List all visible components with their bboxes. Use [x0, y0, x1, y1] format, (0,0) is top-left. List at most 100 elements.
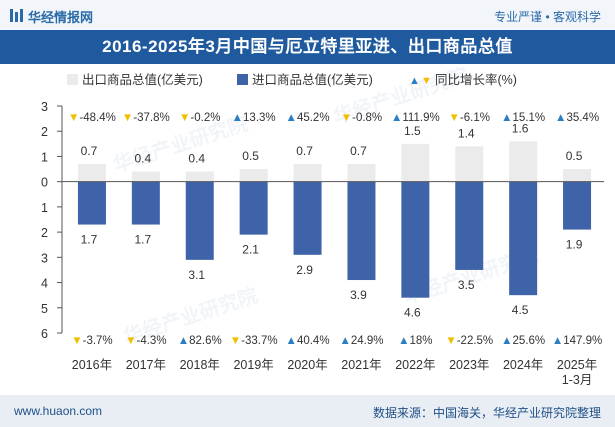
legend-export-label: 出口商品总值(亿美元): [82, 72, 203, 87]
up-arrow-icon: ▲: [501, 112, 512, 124]
footer: www.huaon.com 数据来源：中国海关，华经产业研究院整理: [0, 395, 615, 427]
export-growth-label: ▲111.9%: [391, 112, 440, 124]
export-value-label: 0.7: [296, 144, 313, 158]
x-tick-label-line: 2023年: [449, 358, 489, 372]
import-growth-label: ▼-22.5%: [445, 335, 493, 347]
growth-value: -22.5%: [457, 335, 493, 347]
import-value-label: 3.1: [188, 268, 205, 282]
x-tick-label-line: 1-3月: [562, 373, 593, 387]
import-value-label: 1.7: [135, 233, 152, 247]
export-bar: [185, 171, 214, 182]
growth-value: 35.4%: [566, 112, 599, 124]
import-growth-label: ▲18%: [398, 335, 432, 347]
growth-value: 111.9%: [402, 112, 439, 124]
export-value-label: 0.4: [188, 152, 205, 166]
x-tick-label: 2020年: [287, 358, 327, 372]
up-arrow-icon: ▲: [286, 112, 297, 124]
x-tick-label-line: 2017年: [126, 358, 166, 372]
export-bar: [293, 164, 322, 182]
export-growth-label: ▼-6.1%: [449, 112, 490, 124]
export-growth-label: ▲13.3%: [232, 112, 276, 124]
x-tick-label: 2023年: [449, 358, 489, 372]
y-tick-label: 4: [41, 277, 48, 291]
import-bar: [77, 181, 106, 225]
export-value-label: 1.4: [458, 126, 475, 140]
down-arrow-icon: ▼: [445, 335, 456, 347]
import-growth-label: ▼-3.7%: [71, 335, 112, 347]
down-arrow-icon: ▼: [341, 112, 352, 124]
growth-value: 82.6%: [189, 335, 222, 347]
growth-value: -6.1%: [460, 112, 490, 124]
x-tick-label-line: 2019年: [233, 358, 273, 372]
import-growth-label: ▲40.4%: [286, 335, 330, 347]
down-arrow-icon: ▼: [68, 112, 79, 124]
y-tick-label: 2: [41, 125, 48, 139]
up-arrow-icon: ▲: [339, 335, 350, 347]
growth-value: -0.2%: [190, 112, 220, 124]
import-bar: [509, 181, 538, 296]
x-tick-label: 2022年: [395, 358, 435, 372]
x-tick-label: 2021年: [341, 358, 381, 372]
x-tick-label-line: 2016年: [72, 358, 112, 372]
footer-url[interactable]: www.huaon.com: [14, 404, 103, 418]
export-growth-label: ▼-0.2%: [179, 112, 220, 124]
growth-value: -3.7%: [83, 335, 113, 347]
export-growth-label: ▲35.4%: [555, 112, 599, 124]
y-tick-label: 2: [41, 226, 48, 240]
import-growth-label: ▼-4.3%: [125, 335, 166, 347]
export-value-label: 1.5: [404, 124, 421, 138]
growth-value: 24.9%: [351, 335, 384, 347]
export-value-label: 0.7: [350, 144, 367, 158]
export-value-label: 0.7: [81, 144, 98, 158]
export-value-label: 0.5: [242, 149, 259, 163]
export-value-label: 0.4: [135, 152, 152, 166]
y-tick-label: 3: [41, 251, 48, 265]
import-value-label: 1.9: [566, 238, 583, 252]
x-tick-label: 2017年: [126, 358, 166, 372]
x-tick-label: 2024年: [503, 358, 543, 372]
up-arrow-icon: ▲: [286, 335, 297, 347]
import-bar: [401, 181, 430, 298]
export-bar: [401, 143, 430, 182]
import-value-label: 4.5: [512, 303, 529, 317]
export-growth-label: ▲15.1%: [501, 112, 545, 124]
growth-value: 15.1%: [513, 112, 546, 124]
x-tick-label-line: 2022年: [395, 358, 435, 372]
growth-value: 40.4%: [297, 335, 330, 347]
x-tick-label-line: 2018年: [180, 358, 220, 372]
down-arrow-icon: ▼: [230, 335, 241, 347]
down-arrow-icon: ▼: [122, 112, 133, 124]
export-value-label: 0.5: [566, 149, 583, 163]
growth-value: -4.3%: [137, 335, 167, 347]
import-growth-label: ▲82.6%: [178, 335, 222, 347]
export-value-label: 1.6: [512, 121, 529, 135]
growth-value: -37.8%: [133, 112, 169, 124]
import-value-label: 3.5: [458, 278, 475, 292]
import-growth-label: ▲147.9%: [552, 335, 602, 347]
import-bar: [563, 181, 592, 230]
x-tick-label: 2018年: [180, 358, 220, 372]
x-tick-label-line: 2024年: [503, 358, 543, 372]
legend-import-swatch: [237, 74, 248, 85]
x-tick-label-line: 2025年: [557, 358, 597, 372]
legend-up-icon: ▲: [409, 75, 420, 87]
import-bar: [455, 181, 484, 270]
title-bar: 2016-2025年3月中国与厄立特里亚进、出口商品总值: [0, 30, 615, 64]
up-arrow-icon: ▲: [555, 112, 566, 124]
import-value-label: 1.7: [81, 233, 98, 247]
import-bar: [347, 181, 376, 281]
down-arrow-icon: ▼: [71, 335, 82, 347]
import-growth-label: ▲24.9%: [339, 335, 383, 347]
y-tick-label: 1: [41, 201, 48, 215]
export-bar: [509, 141, 538, 182]
up-arrow-icon: ▲: [398, 335, 409, 347]
tagline: 专业严谨 • 客观科学: [494, 10, 601, 24]
import-value-label: 3.9: [350, 288, 367, 302]
import-bar: [131, 181, 160, 225]
export-bar: [77, 164, 106, 182]
down-arrow-icon: ▼: [125, 335, 136, 347]
growth-value: -0.8%: [352, 112, 382, 124]
growth-value: -48.4%: [79, 112, 115, 124]
up-arrow-icon: ▲: [391, 112, 402, 124]
data-source: 数据来源：中国海关，华经产业研究院整理: [372, 406, 601, 420]
